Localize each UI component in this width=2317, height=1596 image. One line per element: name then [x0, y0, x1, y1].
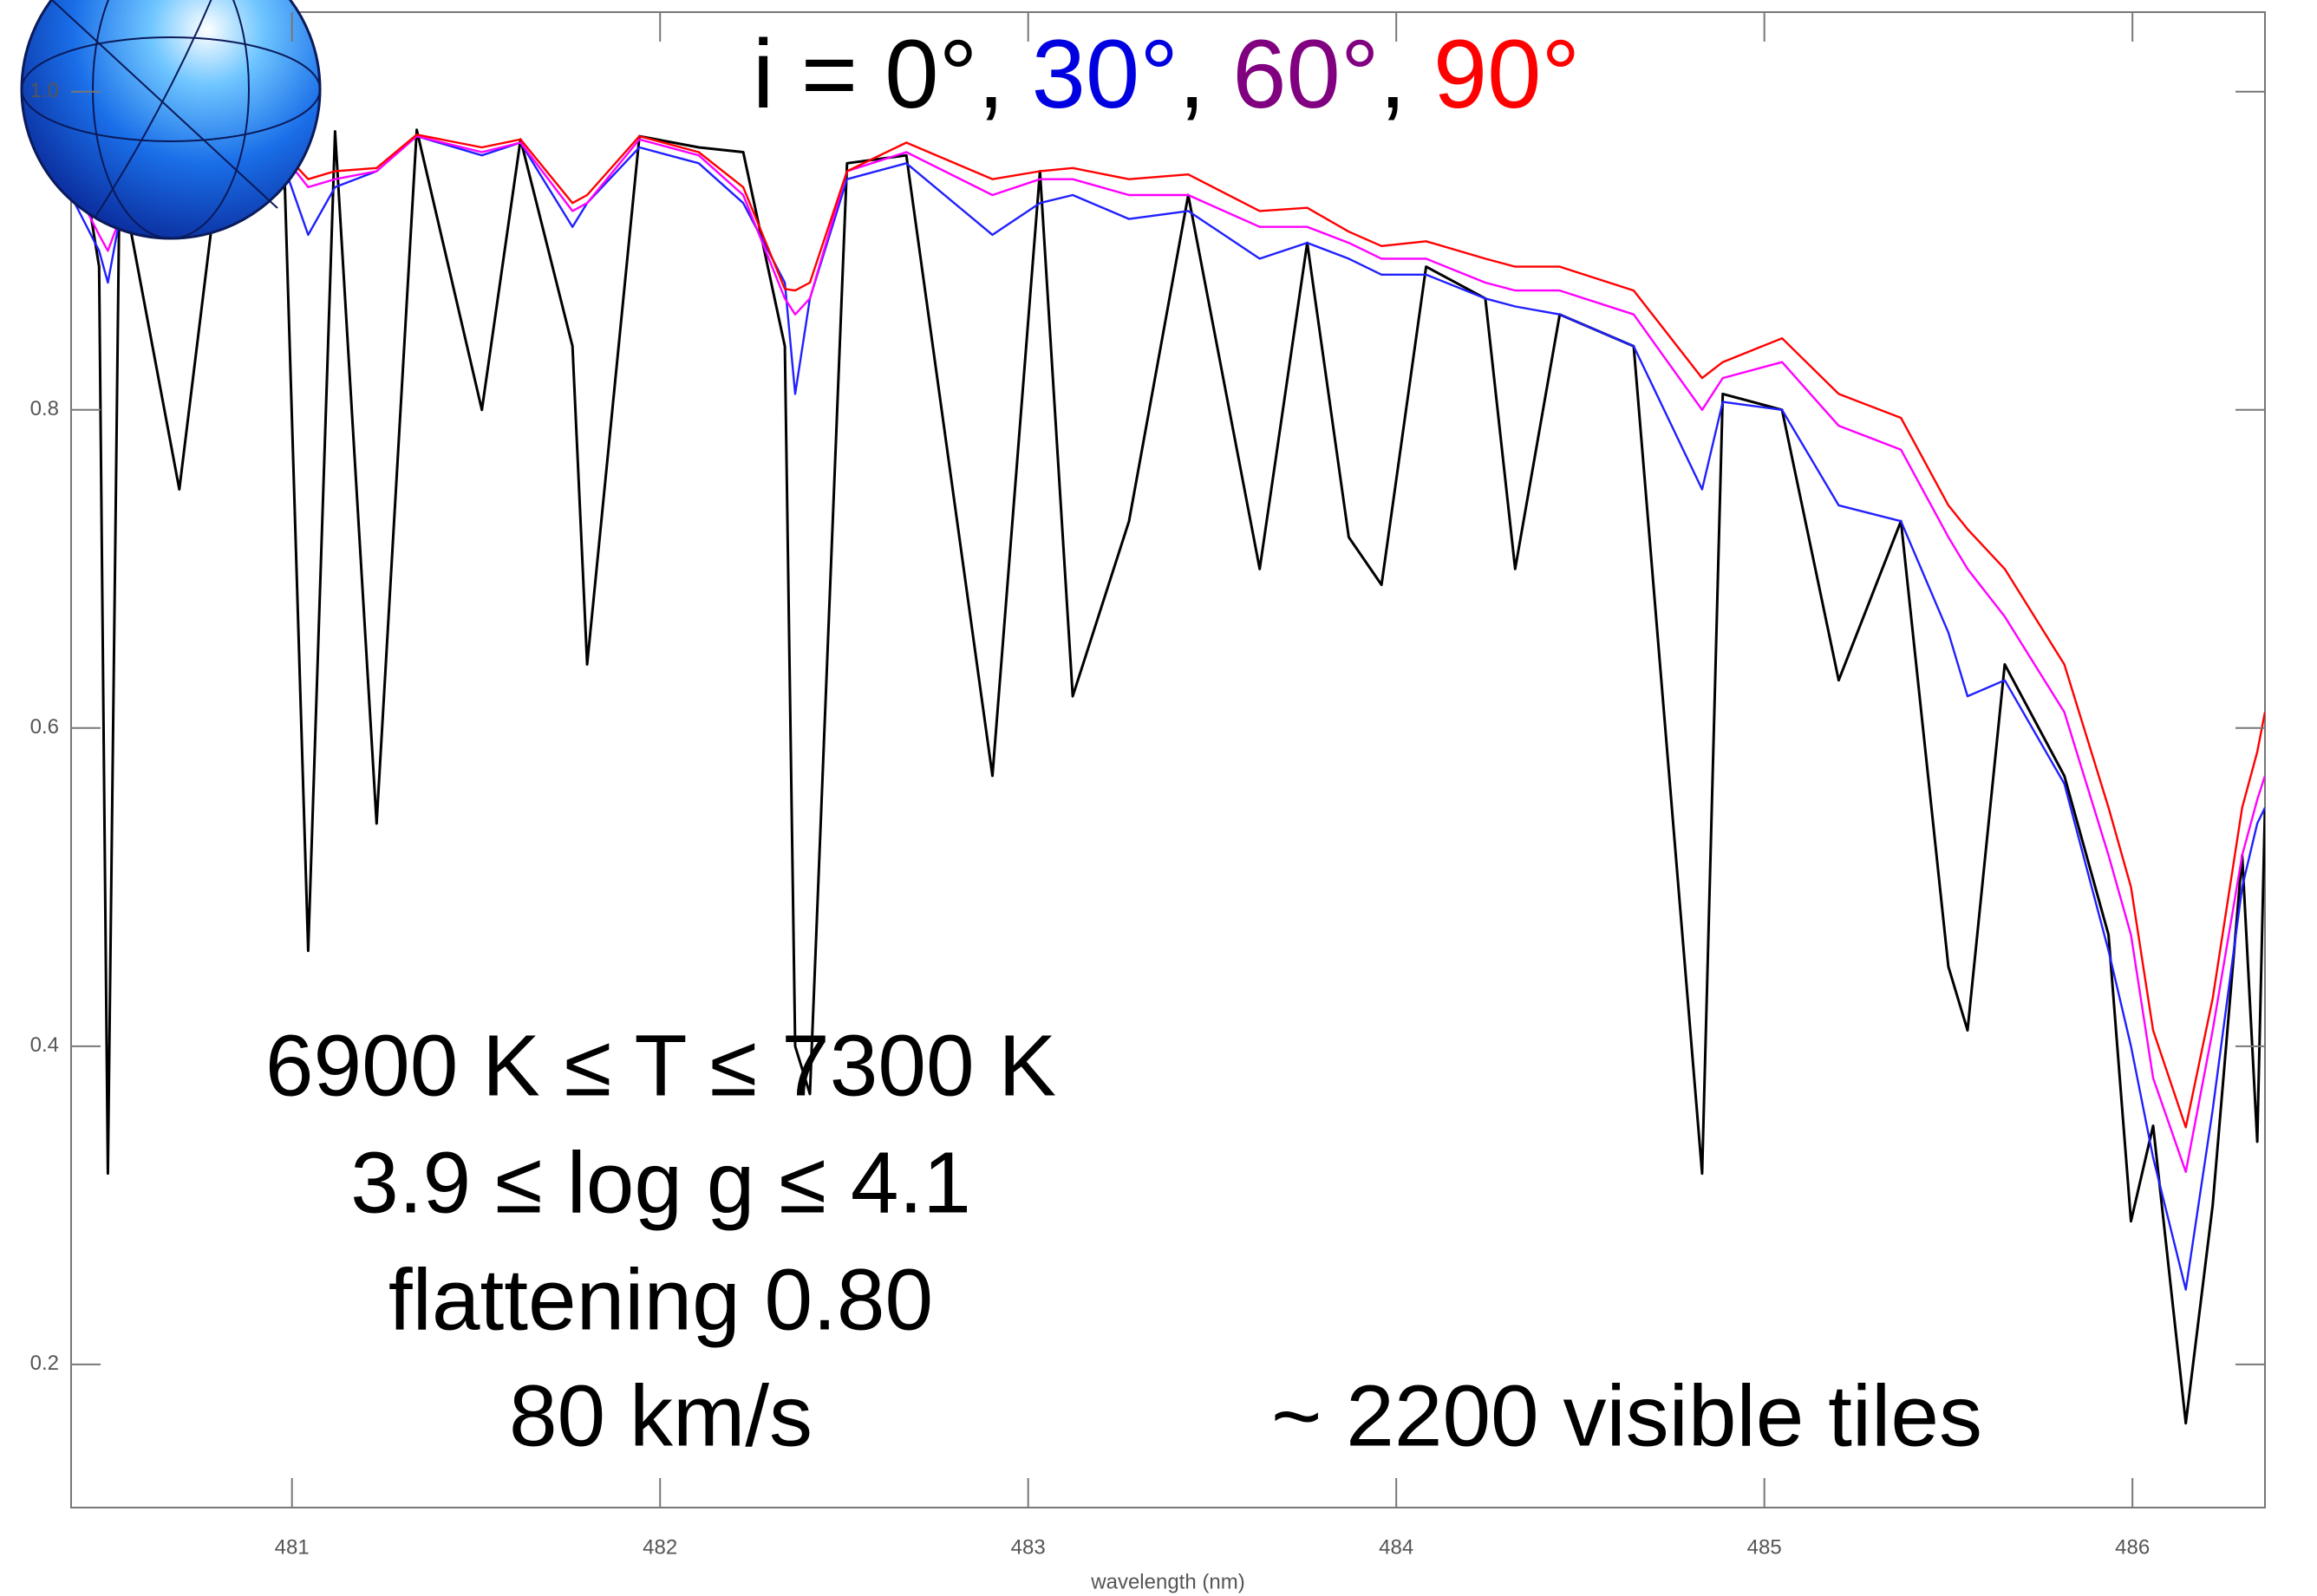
- x-tick-label: 483: [1011, 1535, 1046, 1559]
- series-line: [74, 134, 2265, 1291]
- y-tick-label: 0.4: [30, 1033, 59, 1057]
- x-axis-label: wavelength (nm): [1090, 1570, 1244, 1593]
- legend-separator: ,: [977, 20, 1031, 128]
- x-tick-label: 481: [275, 1535, 310, 1559]
- legend-entry: 30°: [1032, 20, 1178, 128]
- y-tick-label: 0.2: [30, 1352, 59, 1375]
- x-tick-label: 482: [643, 1535, 677, 1559]
- x-tick-label: 486: [2115, 1535, 2150, 1559]
- annotation: 6900 K ≤ T ≤ 7300 K: [265, 1017, 1056, 1114]
- legend-entry: 90°: [1433, 20, 1580, 128]
- y-tick-label: 0.6: [30, 715, 59, 739]
- y-tick-label: 0.8: [30, 397, 59, 420]
- x-tick-label: 485: [1747, 1535, 1782, 1559]
- legend-separator: ,: [1178, 20, 1232, 128]
- legend-entry: i = 0°: [753, 20, 978, 128]
- plot-frame: [70, 11, 2266, 1508]
- annotation: flattening 0.80: [388, 1251, 933, 1348]
- annotation: 80 km/s: [509, 1367, 813, 1464]
- legend-title: i = 0°, 30°, 60°, 90°: [753, 20, 1580, 128]
- globe-icon: [20, 0, 322, 240]
- legend-entry: 60°: [1232, 20, 1379, 128]
- series-line: [74, 134, 2265, 1173]
- series-line: [73, 115, 2265, 1425]
- annotation: 3.9 ≤ log g ≤ 4.1: [350, 1134, 971, 1231]
- x-tick-label: 484: [1379, 1535, 1413, 1559]
- series-layer: [73, 115, 2265, 1425]
- y-tick-label: 1.0: [30, 79, 59, 102]
- annotation: ~ 2200 visible tiles: [1271, 1367, 1982, 1464]
- legend-separator: ,: [1380, 20, 1433, 128]
- series-line: [74, 134, 2265, 1129]
